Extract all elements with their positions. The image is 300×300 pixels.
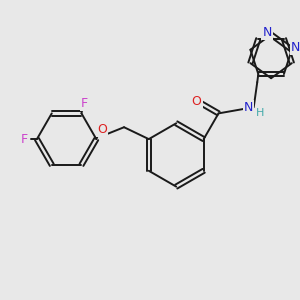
Text: N: N <box>291 41 300 54</box>
Text: O: O <box>192 95 202 108</box>
Text: F: F <box>20 133 28 146</box>
Text: O: O <box>97 123 107 136</box>
Text: F: F <box>81 97 88 110</box>
Text: H: H <box>256 108 264 118</box>
Text: N: N <box>262 26 272 39</box>
Text: N: N <box>244 101 254 114</box>
